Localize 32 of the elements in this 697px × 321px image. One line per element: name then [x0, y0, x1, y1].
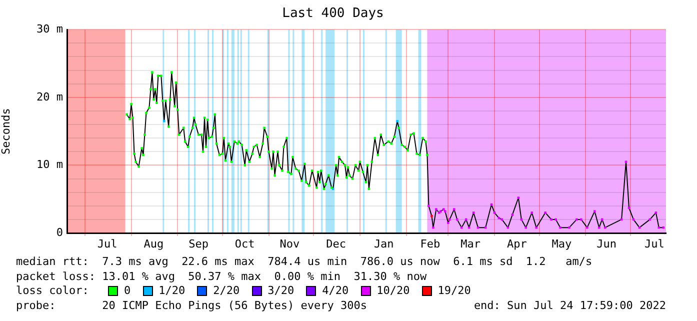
text: median rtt: 7.3 ms avg 22.6 ms max 784.4 us min 786.0 us now 6.1 ms sd 1.2 am/s — [16, 255, 594, 270]
text: end: Sun Jul 24 17:59:00 2022 — [474, 298, 666, 313]
x-tick-label: Mar — [460, 237, 481, 250]
chart-title: Last 400 Days — [282, 6, 384, 22]
x-tick-label: Nov — [280, 237, 300, 250]
text: packet loss: 13.01 % avg 50.37 % max 0.00 % min 31.30 % now — [16, 270, 428, 284]
x-tick-label: Jul — [644, 237, 664, 250]
legend-label: 2/20 — [213, 284, 240, 298]
legend-label: 4/20 — [322, 284, 349, 298]
legend-label: 3/20 — [268, 284, 294, 298]
point — [524, 226, 528, 229]
y-tick-label: 0 — [56, 226, 63, 239]
x-tick-label: May — [552, 237, 572, 250]
x-tick-label: Apr — [506, 237, 528, 250]
x-tick-label: Sep — [188, 237, 208, 250]
text: probe: 20 ICMP Echo Pings (56 Bytes) every 300s — [16, 298, 367, 313]
x-tick-label: Jun — [596, 237, 617, 250]
y-tick-label: 20 m — [36, 90, 64, 104]
y-tick-label: 30 m — [36, 22, 64, 36]
legend-label: 19/20 — [438, 284, 471, 298]
x-tick-label: Feb — [420, 237, 440, 250]
x-tick-label: Oct — [234, 237, 255, 250]
legend-label: 1/20 — [158, 284, 186, 298]
x-tick-label: Jan — [374, 237, 394, 250]
x-tick-label: Jul — [97, 237, 118, 250]
legend-label: 0 — [124, 284, 131, 298]
legend-title: loss color: — [16, 284, 90, 298]
x-tick-label: Aug — [144, 237, 164, 250]
y-tick-label: 10 m — [36, 158, 64, 172]
y-axis-title: Seconds — [0, 108, 12, 154]
x-tick-label: Dec — [326, 237, 346, 250]
legend-label: 10/20 — [376, 284, 410, 298]
